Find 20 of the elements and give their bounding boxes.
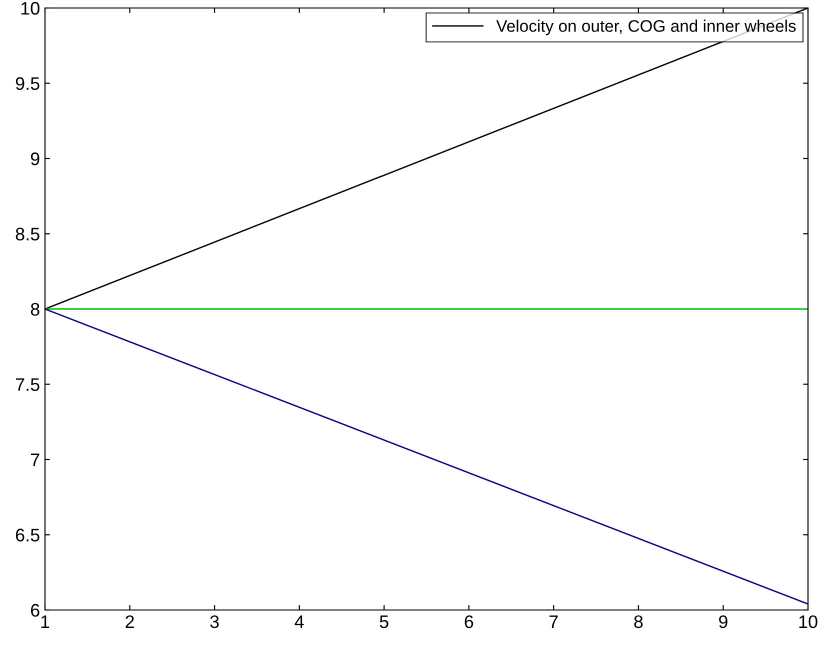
y-tick-label: 8: [30, 302, 40, 316]
x-tick-label: 3: [210, 615, 219, 628]
y-tick-label: 8.5: [16, 228, 40, 240]
y-tick-label: 6.5: [16, 528, 40, 542]
x-tick-label: 8: [634, 615, 643, 628]
y-tick-label: 6: [31, 604, 40, 617]
x-tick-label: 10: [799, 615, 818, 628]
x-tick-label: 5: [380, 616, 388, 628]
x-tick-label: 6: [464, 615, 474, 628]
x-tick-label: 4: [294, 616, 304, 628]
y-tick-label: 9: [30, 152, 40, 166]
x-tick-label: 1: [41, 616, 50, 628]
x-tick-label: 7: [550, 616, 558, 628]
y-tick-label: 9.5: [16, 77, 40, 90]
x-tick-label: 2: [126, 615, 134, 628]
x-tick-label: 9: [719, 615, 728, 628]
legend-label: Velocity on outer, COG and inner wheels: [496, 20, 796, 36]
y-tick-label: 10: [21, 2, 40, 15]
y-tick-label: 7.5: [16, 378, 40, 391]
y-tick-label: 7: [31, 454, 40, 466]
